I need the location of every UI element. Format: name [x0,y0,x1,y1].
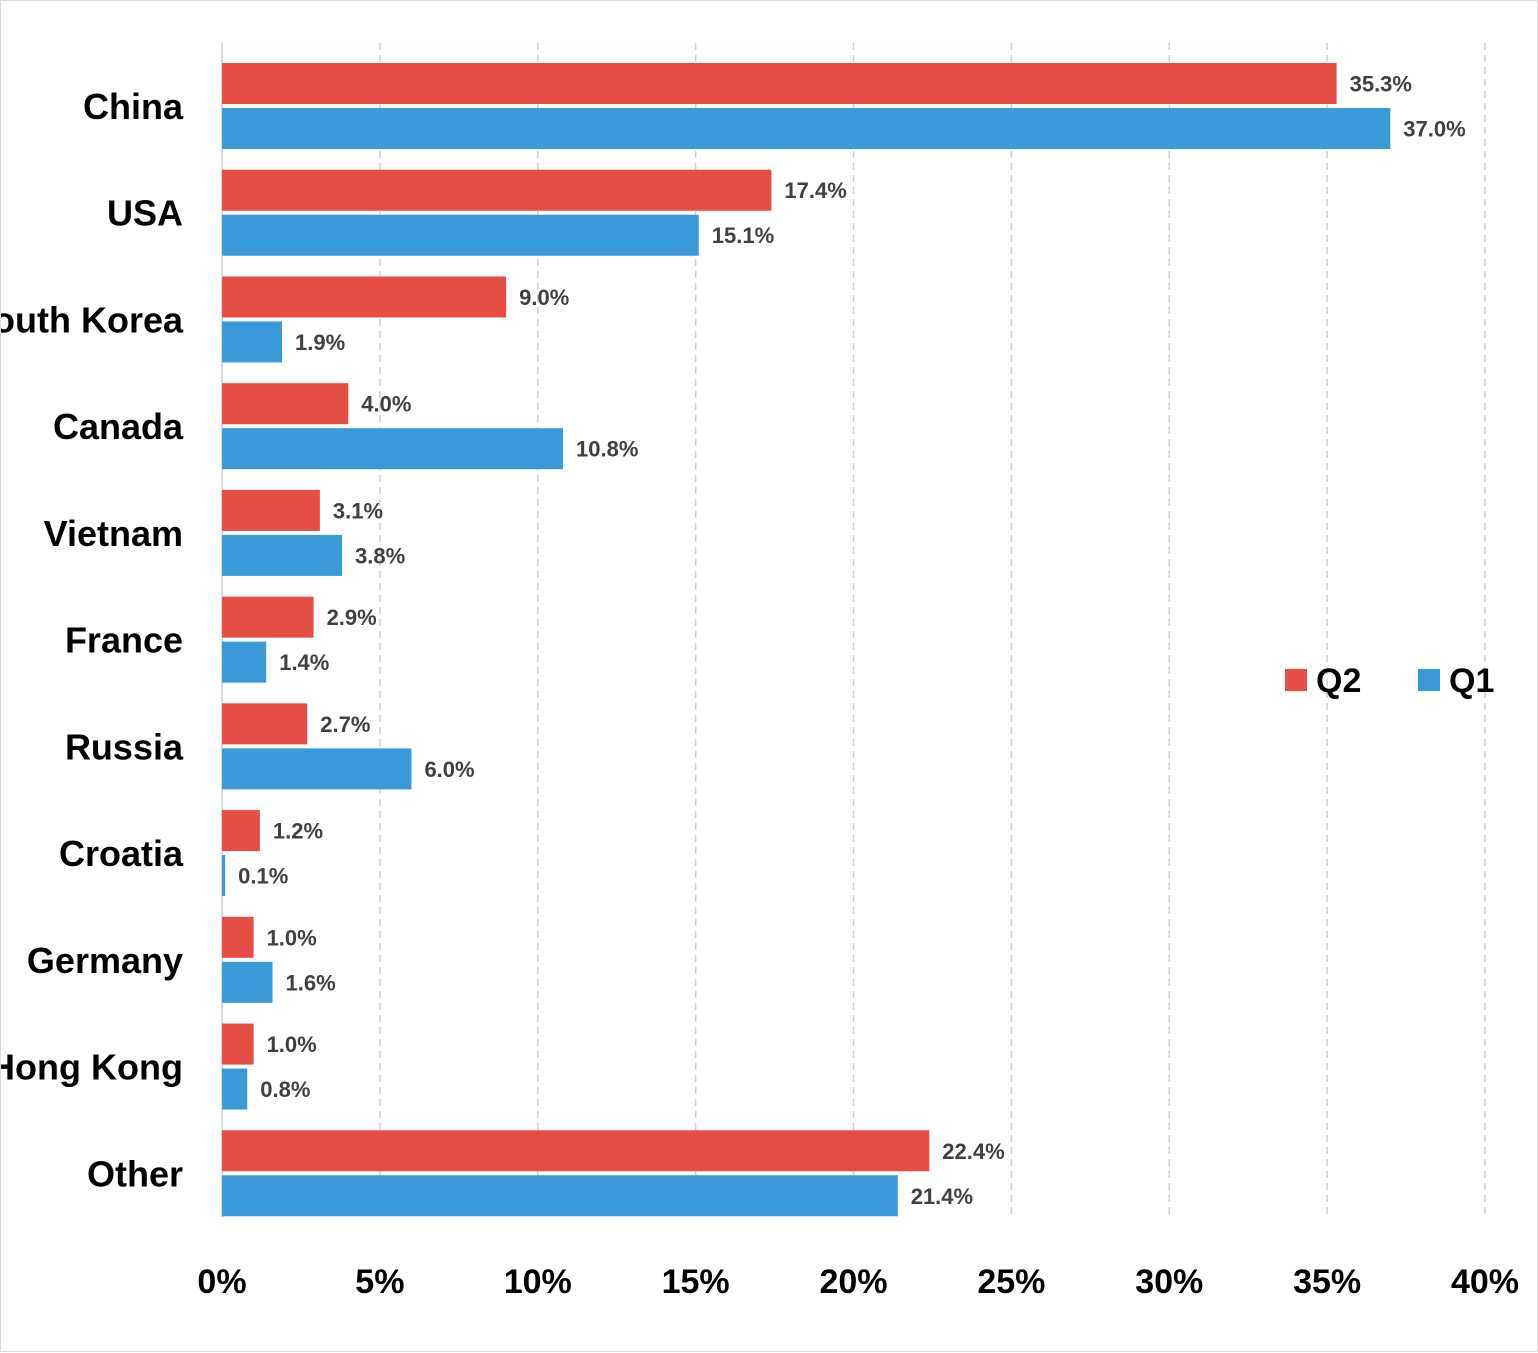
bar-q2-germany [222,916,254,958]
x-tick-label-5: 5% [355,1263,404,1301]
bar-q2-canada [222,383,349,425]
data-label-q2-other: 22.4% [942,1139,1004,1164]
category-label-china: China [83,86,184,127]
data-label-q2-france: 2.9% [327,605,377,630]
bar-q2-vietnam [222,489,320,531]
bar-q2-usa [222,169,772,211]
x-tick-label-15: 15% [662,1263,730,1301]
data-label-q2-germany: 1.0% [267,925,317,950]
data-label-q1-croatia: 0.1% [238,864,288,889]
bar-q1-hong-kong [222,1068,248,1110]
data-label-q1-usa: 15.1% [712,223,774,248]
data-label-q1-germany: 1.6% [286,970,336,995]
legend-swatch-q1 [1418,669,1440,691]
category-label-canada: Canada [53,406,184,447]
category-label-usa: USA [107,193,183,234]
bar-q1-russia [222,748,412,790]
data-label-q1-canada: 10.8% [576,437,638,462]
bar-q2-france [222,596,314,638]
data-label-q2-hong-kong: 1.0% [267,1032,317,1057]
x-tick-label-25: 25% [977,1263,1045,1301]
x-tick-label-10: 10% [504,1263,572,1301]
legend: Q2 Q1 [1285,662,1494,700]
data-label-q1-south-korea: 1.9% [295,330,345,355]
data-label-q2-vietnam: 3.1% [333,498,383,523]
data-label-q1-vietnam: 3.8% [355,543,405,568]
x-tick-label-35: 35% [1293,1263,1361,1301]
bar-q2-russia [222,703,308,745]
data-label-q2-canada: 4.0% [361,392,411,417]
category-label-france: France [65,620,183,661]
x-axis-tick-labels: 0% 5% 10% 15% 20% 25% 30% 35% 40% [197,1263,1519,1301]
bar-q1-usa [222,214,699,256]
data-label-q2-usa: 17.4% [784,178,846,203]
bar-q2-china [222,63,1337,104]
bar-q2-south-korea [222,276,507,318]
x-tick-label-0: 0% [197,1263,246,1301]
bar-q1-germany [222,961,273,1003]
category-label-other: Other [87,1153,183,1194]
category-label-south-korea: South Korea [1,299,184,340]
bar-q1-france [222,641,267,683]
category-label-germany: Germany [27,940,183,981]
x-tick-label-20: 20% [819,1263,887,1301]
data-labels: 35.3% 37.0% 17.4% 15.1% 9.0% 1.9% 4.0% 10.8% 3.1… [238,72,1466,1209]
data-label-q1-china: 37.0% [1403,117,1465,142]
bars [222,63,1391,1217]
data-label-q2-china: 35.3% [1350,72,1412,97]
bar-q1-other [222,1175,898,1217]
bar-q1-canada [222,428,564,470]
bar-q1-vietnam [222,534,342,576]
data-label-q1-france: 1.4% [279,650,329,675]
bar-q2-croatia [222,810,260,852]
legend-swatch-q2 [1285,669,1307,691]
data-label-q1-hong-kong: 0.8% [260,1077,310,1102]
legend-label-q1: Q1 [1449,662,1494,700]
data-label-q2-russia: 2.7% [320,712,370,737]
bar-q2-hong-kong [222,1023,254,1065]
category-label-croatia: Croatia [59,833,184,874]
bar-q1-china [222,108,1391,149]
x-tick-label-30: 30% [1135,1263,1203,1301]
category-label-vietnam: Vietnam [44,513,183,554]
bar-q2-other [222,1130,930,1172]
category-labels: China USA South Korea Canada Vietnam France Ru… [1,86,184,1194]
bar-q1-croatia [222,855,226,897]
data-label-q1-russia: 6.0% [424,757,474,782]
legend-label-q2: Q2 [1316,662,1361,700]
x-tick-label-40: 40% [1451,1263,1519,1301]
data-label-q1-other: 21.4% [911,1184,973,1209]
bar-q1-south-korea [222,321,282,363]
category-label-hong-kong: Hong Kong [1,1047,183,1088]
data-label-q2-south-korea: 9.0% [519,285,569,310]
category-label-russia: Russia [65,726,184,767]
data-label-q2-croatia: 1.2% [273,819,323,844]
